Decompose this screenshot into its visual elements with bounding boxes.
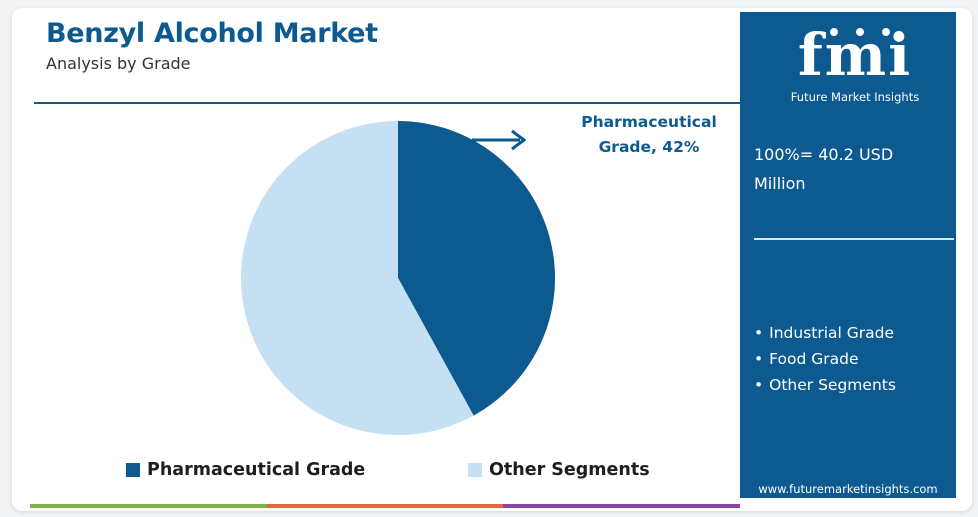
segment-item: Industrial Grade xyxy=(754,320,896,346)
fmi-logo: fmi Future Market Insights xyxy=(770,24,940,108)
chart-legend: Pharmaceutical Grade Other Segments xyxy=(12,460,740,486)
legend-item-pharmaceutical: Pharmaceutical Grade xyxy=(126,460,365,480)
callout-line-2: Grade, 42% xyxy=(598,138,700,156)
segment-item: Other Segments xyxy=(754,372,896,398)
title-divider xyxy=(34,102,740,104)
chart-card: Benzyl Alcohol Market Analysis by Grade … xyxy=(12,8,972,511)
market-total-line-2: Million xyxy=(754,174,806,193)
strip-orange xyxy=(266,504,504,508)
info-sidebar: fmi Future Market Insights 100%= 40.2 US… xyxy=(740,12,956,498)
chart-title: Benzyl Alcohol Market xyxy=(46,18,378,49)
legend-label-pharmaceutical: Pharmaceutical Grade xyxy=(147,460,366,480)
market-total-line-1: 100%= 40.2 USD xyxy=(754,145,894,164)
pie-slice-other-segments xyxy=(241,121,474,435)
legend-label-other: Other Segments xyxy=(489,460,650,480)
pie-callout-label: Pharmaceutical Grade, 42% xyxy=(564,110,734,160)
legend-item-other: Other Segments xyxy=(468,460,650,480)
logo-dots-icon xyxy=(818,26,908,42)
arrow-right-icon xyxy=(472,129,527,151)
bottom-color-strip xyxy=(30,504,741,508)
strip-green xyxy=(30,504,267,508)
legend-swatch-pharmaceutical xyxy=(126,463,140,477)
logo-wordmark: fmi xyxy=(797,21,913,89)
strip-purple xyxy=(503,504,741,508)
pie-slice-pharmaceutical-grade xyxy=(398,121,555,416)
website-link[interactable]: www.futuremarketinsights.com xyxy=(758,482,938,496)
callout-line-1: Pharmaceutical xyxy=(581,113,717,131)
other-segments-list: Industrial Grade Food Grade Other Segmen… xyxy=(754,320,896,398)
sidebar-divider xyxy=(754,238,954,240)
logo-tagline: Future Market Insights xyxy=(790,90,920,104)
market-total: 100%= 40.2 USD Million xyxy=(754,140,944,198)
pie-chart xyxy=(241,121,555,435)
chart-subtitle: Analysis by Grade xyxy=(46,54,191,73)
legend-swatch-other xyxy=(468,463,482,477)
segment-item: Food Grade xyxy=(754,346,896,372)
